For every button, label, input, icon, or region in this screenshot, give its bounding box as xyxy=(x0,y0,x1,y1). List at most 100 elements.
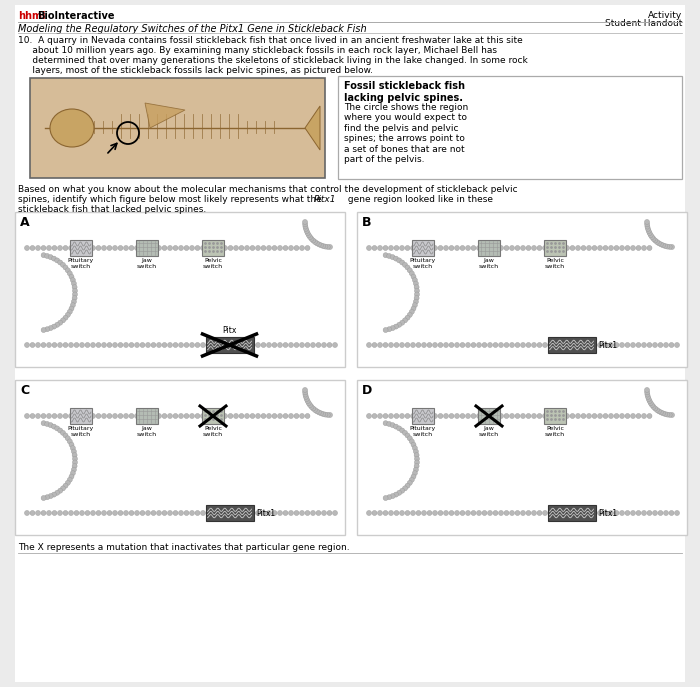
Circle shape xyxy=(367,414,372,418)
Circle shape xyxy=(625,414,630,418)
Circle shape xyxy=(504,510,509,515)
Circle shape xyxy=(118,510,123,515)
Circle shape xyxy=(305,343,310,348)
Circle shape xyxy=(90,510,95,515)
Circle shape xyxy=(256,414,260,418)
Circle shape xyxy=(195,245,200,251)
Circle shape xyxy=(636,414,641,418)
Circle shape xyxy=(206,245,211,251)
Circle shape xyxy=(641,245,647,251)
Circle shape xyxy=(69,510,74,515)
Bar xyxy=(15,212,345,367)
Circle shape xyxy=(631,414,636,418)
Circle shape xyxy=(48,423,53,427)
Circle shape xyxy=(608,510,613,515)
Polygon shape xyxy=(305,106,320,150)
Circle shape xyxy=(80,510,85,515)
Bar xyxy=(30,78,325,178)
Circle shape xyxy=(377,414,382,418)
Circle shape xyxy=(250,510,255,515)
Circle shape xyxy=(400,414,405,418)
Circle shape xyxy=(405,483,410,488)
Bar xyxy=(412,240,434,256)
Circle shape xyxy=(71,446,76,451)
Circle shape xyxy=(52,492,57,497)
Circle shape xyxy=(267,414,272,418)
Bar xyxy=(136,240,158,256)
Circle shape xyxy=(603,245,608,251)
Circle shape xyxy=(304,394,309,399)
Circle shape xyxy=(650,234,654,240)
Circle shape xyxy=(394,414,399,418)
Circle shape xyxy=(173,245,178,251)
Circle shape xyxy=(608,343,613,348)
Circle shape xyxy=(167,245,172,251)
Circle shape xyxy=(515,245,520,251)
Circle shape xyxy=(383,495,388,501)
Circle shape xyxy=(217,343,222,348)
Circle shape xyxy=(412,446,417,451)
Circle shape xyxy=(414,467,419,472)
Circle shape xyxy=(312,240,317,245)
Circle shape xyxy=(72,284,77,290)
Circle shape xyxy=(303,224,308,229)
Bar xyxy=(338,76,682,179)
Circle shape xyxy=(45,422,50,427)
Circle shape xyxy=(531,510,536,515)
Circle shape xyxy=(397,426,402,431)
Circle shape xyxy=(316,510,321,515)
Bar xyxy=(202,408,224,424)
Circle shape xyxy=(288,245,293,251)
Circle shape xyxy=(646,229,651,234)
Circle shape xyxy=(402,430,407,436)
Circle shape xyxy=(134,343,139,348)
Circle shape xyxy=(482,414,487,418)
Circle shape xyxy=(332,510,337,515)
Circle shape xyxy=(71,471,76,475)
Bar xyxy=(202,240,224,256)
Circle shape xyxy=(646,396,651,401)
Circle shape xyxy=(73,289,78,293)
Circle shape xyxy=(482,343,487,348)
Text: Pitx1: Pitx1 xyxy=(256,509,276,518)
Bar xyxy=(15,380,345,535)
Circle shape xyxy=(118,245,123,251)
Circle shape xyxy=(449,414,454,418)
Circle shape xyxy=(390,493,395,499)
Circle shape xyxy=(25,245,29,251)
Circle shape xyxy=(608,245,613,251)
Circle shape xyxy=(657,409,661,414)
Circle shape xyxy=(650,403,654,407)
Circle shape xyxy=(72,295,77,301)
Circle shape xyxy=(521,414,526,418)
Circle shape xyxy=(410,245,416,251)
Circle shape xyxy=(414,449,419,454)
Circle shape xyxy=(63,315,68,320)
Text: 10.  A quarry in Nevada contains fossil stickleback fish that once lived in an a: 10. A quarry in Nevada contains fossil s… xyxy=(18,36,523,45)
Circle shape xyxy=(294,510,299,515)
Circle shape xyxy=(542,343,547,348)
Circle shape xyxy=(326,412,330,418)
Circle shape xyxy=(157,343,162,348)
Circle shape xyxy=(410,309,414,314)
Circle shape xyxy=(206,414,211,418)
Circle shape xyxy=(316,242,321,247)
Circle shape xyxy=(570,414,575,418)
Circle shape xyxy=(67,477,72,482)
Text: Jaw
switch: Jaw switch xyxy=(137,258,157,269)
Text: Pelvic
switch: Pelvic switch xyxy=(203,258,223,269)
Circle shape xyxy=(554,414,559,418)
Circle shape xyxy=(581,343,586,348)
Circle shape xyxy=(636,510,641,515)
Circle shape xyxy=(410,510,416,515)
Circle shape xyxy=(487,245,493,251)
Circle shape xyxy=(526,510,531,515)
Circle shape xyxy=(444,245,449,251)
Circle shape xyxy=(55,258,60,263)
Circle shape xyxy=(414,284,419,290)
Circle shape xyxy=(537,510,542,515)
Circle shape xyxy=(647,343,652,348)
Circle shape xyxy=(564,245,570,251)
Circle shape xyxy=(267,343,272,348)
Circle shape xyxy=(587,343,592,348)
